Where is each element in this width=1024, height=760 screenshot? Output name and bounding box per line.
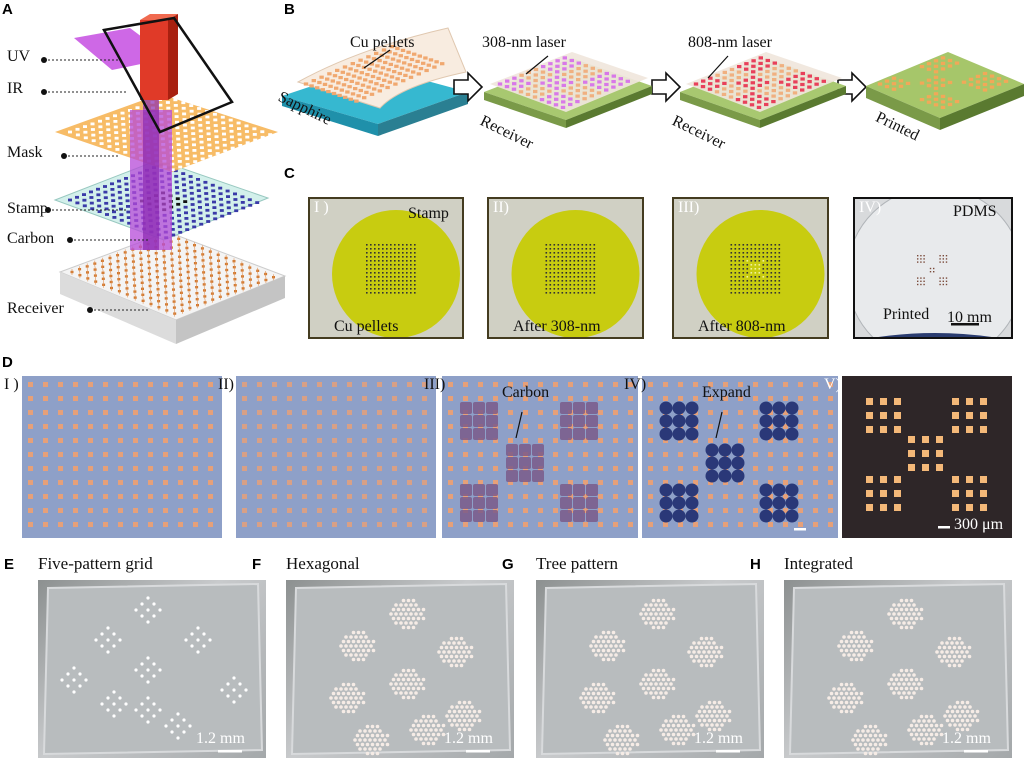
sapphire-stage (282, 27, 468, 136)
receiver-stage-808 (680, 52, 846, 128)
c-sub-num-4: IV) (859, 199, 882, 216)
d-micrograph-3 (442, 376, 638, 538)
c-sub-num-3: III) (678, 199, 700, 216)
panel-h-scale: 1.2 mm (942, 730, 991, 747)
d-label-3: Carbon (502, 384, 550, 401)
label-mask: Mask (7, 144, 43, 161)
label-stamp: Stamp (7, 200, 48, 217)
receiver-block (58, 231, 287, 344)
c-label-b-2: After 308-nm (513, 318, 601, 335)
exploded-layer-diagram (41, 14, 287, 344)
photo-g (536, 580, 764, 758)
panel-g-title: Tree pattern (536, 554, 618, 573)
label-receiver: Receiver (7, 300, 64, 317)
c-label-a-1: Stamp (408, 205, 449, 222)
d-scale-label: 300 μm (954, 516, 1004, 533)
c-scale-label: 10 mm (947, 309, 992, 326)
d-micrograph-5 (842, 376, 1012, 538)
leader-dots (41, 57, 93, 313)
panel-h-title: Integrated (784, 554, 853, 573)
d-sub-num-4: IV) (624, 376, 647, 393)
d-sub-num-2: II) (218, 376, 234, 393)
d-label-4: Expand (702, 384, 751, 401)
label-308-laser: 308-nm laser (482, 34, 566, 51)
c-label-b-4: Printed (883, 306, 930, 323)
d-sub-num-1: I ) (4, 376, 19, 393)
c-photo-1 (308, 197, 464, 339)
panel-b-letter: B (284, 1, 295, 18)
laser-beams (74, 14, 234, 250)
label-cu-pellets: Cu pellets (350, 34, 415, 51)
panel-c-letter: C (284, 165, 295, 182)
label-carbon: Carbon (7, 230, 55, 247)
panel-f-title: Hexagonal (286, 554, 360, 573)
d-micrograph-1 (22, 376, 222, 538)
photo-h (784, 580, 1012, 758)
d-sub-num-3: III) (424, 376, 446, 393)
panel-g-scale: 1.2 mm (694, 730, 743, 747)
receiver-stage-308 (484, 52, 652, 128)
panel-e-letter: E (4, 556, 15, 573)
panel-a-letter: A (2, 1, 13, 18)
c-sub-num-1: I ) (314, 199, 329, 216)
c-label-b-3: After 808-nm (698, 318, 786, 335)
panel-e-title: Five-pattern grid (38, 554, 153, 573)
leader-lines (44, 59, 150, 311)
receiver-copper-grid (70, 232, 275, 317)
b-pointers (363, 49, 729, 79)
panel-h-letter: H (750, 556, 761, 573)
label-ir: IR (7, 80, 23, 97)
c-label-b-1: Cu pellets (334, 318, 399, 335)
printed-stage (866, 52, 1024, 130)
d-micrograph-4 (642, 376, 838, 538)
panel-a-illustration (0, 0, 300, 355)
c-label-a-4: PDMS (953, 203, 997, 220)
c-sub-num-2: II) (493, 199, 509, 216)
d-micrograph-2 (236, 376, 436, 538)
panel-f-letter: F (252, 556, 262, 573)
panel-e-scale: 1.2 mm (196, 730, 245, 747)
c-photo-2 (487, 197, 644, 339)
panel-d-letter: D (2, 354, 13, 371)
c-photo-3 (672, 197, 829, 339)
panel-b-illustration (280, 0, 1024, 160)
photo-e (38, 580, 266, 758)
d-sub-num-5: V) (824, 376, 841, 393)
photo-f (286, 580, 514, 758)
label-808-laser: 808-nm laser (688, 34, 772, 51)
label-uv: UV (7, 48, 31, 65)
c-photo-4 (853, 197, 1013, 339)
panel-g-letter: G (502, 556, 514, 573)
panel-f-scale: 1.2 mm (444, 730, 493, 747)
